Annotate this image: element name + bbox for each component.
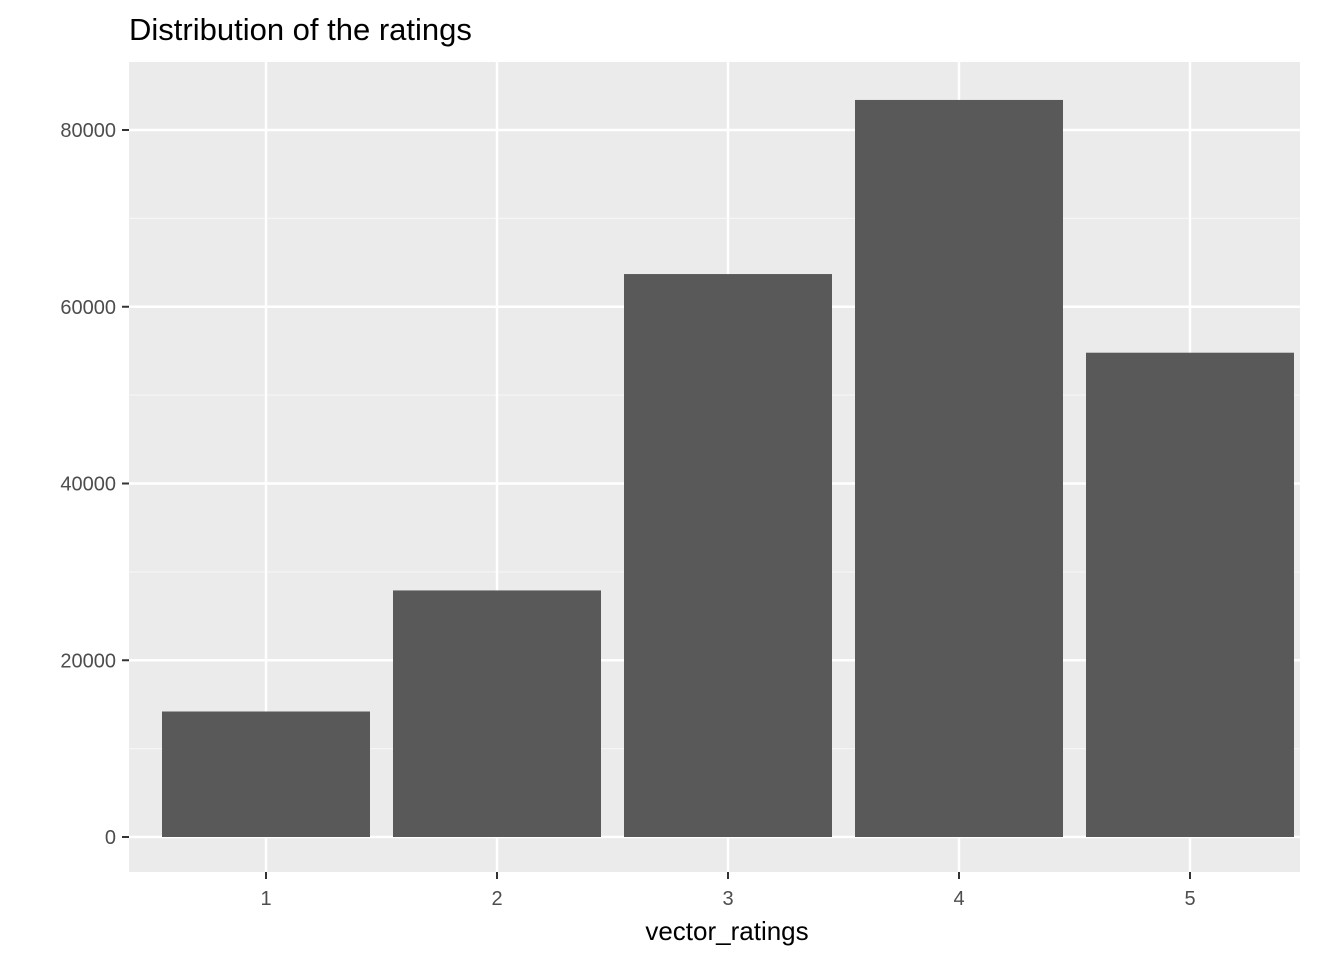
x-tick-label: 3 bbox=[722, 888, 733, 910]
y-axis: 0 20000 40000 60000 80000 bbox=[60, 120, 129, 849]
x-axis: 1 2 3 4 5 bbox=[260, 872, 1196, 910]
bar-rating-5 bbox=[1086, 352, 1294, 837]
chart-title: Distribution of the ratings bbox=[129, 12, 472, 47]
y-tick-label: 20000 bbox=[60, 650, 116, 672]
bar-rating-3 bbox=[624, 274, 832, 837]
x-tick-label: 1 bbox=[260, 888, 271, 910]
bars bbox=[162, 99, 1294, 837]
y-tick-label: 40000 bbox=[60, 474, 116, 496]
bar-rating-2 bbox=[393, 590, 601, 837]
x-tick-label: 2 bbox=[491, 888, 502, 910]
x-tick-label: 5 bbox=[1184, 888, 1195, 910]
bar-rating-4 bbox=[855, 99, 1063, 837]
y-tick-label: 80000 bbox=[60, 120, 116, 142]
bar-rating-1 bbox=[162, 711, 370, 837]
y-tick-label: 60000 bbox=[60, 297, 116, 319]
x-axis-title: vector_ratings bbox=[645, 916, 808, 946]
x-tick-label: 4 bbox=[953, 888, 964, 910]
y-tick-label: 0 bbox=[105, 827, 116, 849]
